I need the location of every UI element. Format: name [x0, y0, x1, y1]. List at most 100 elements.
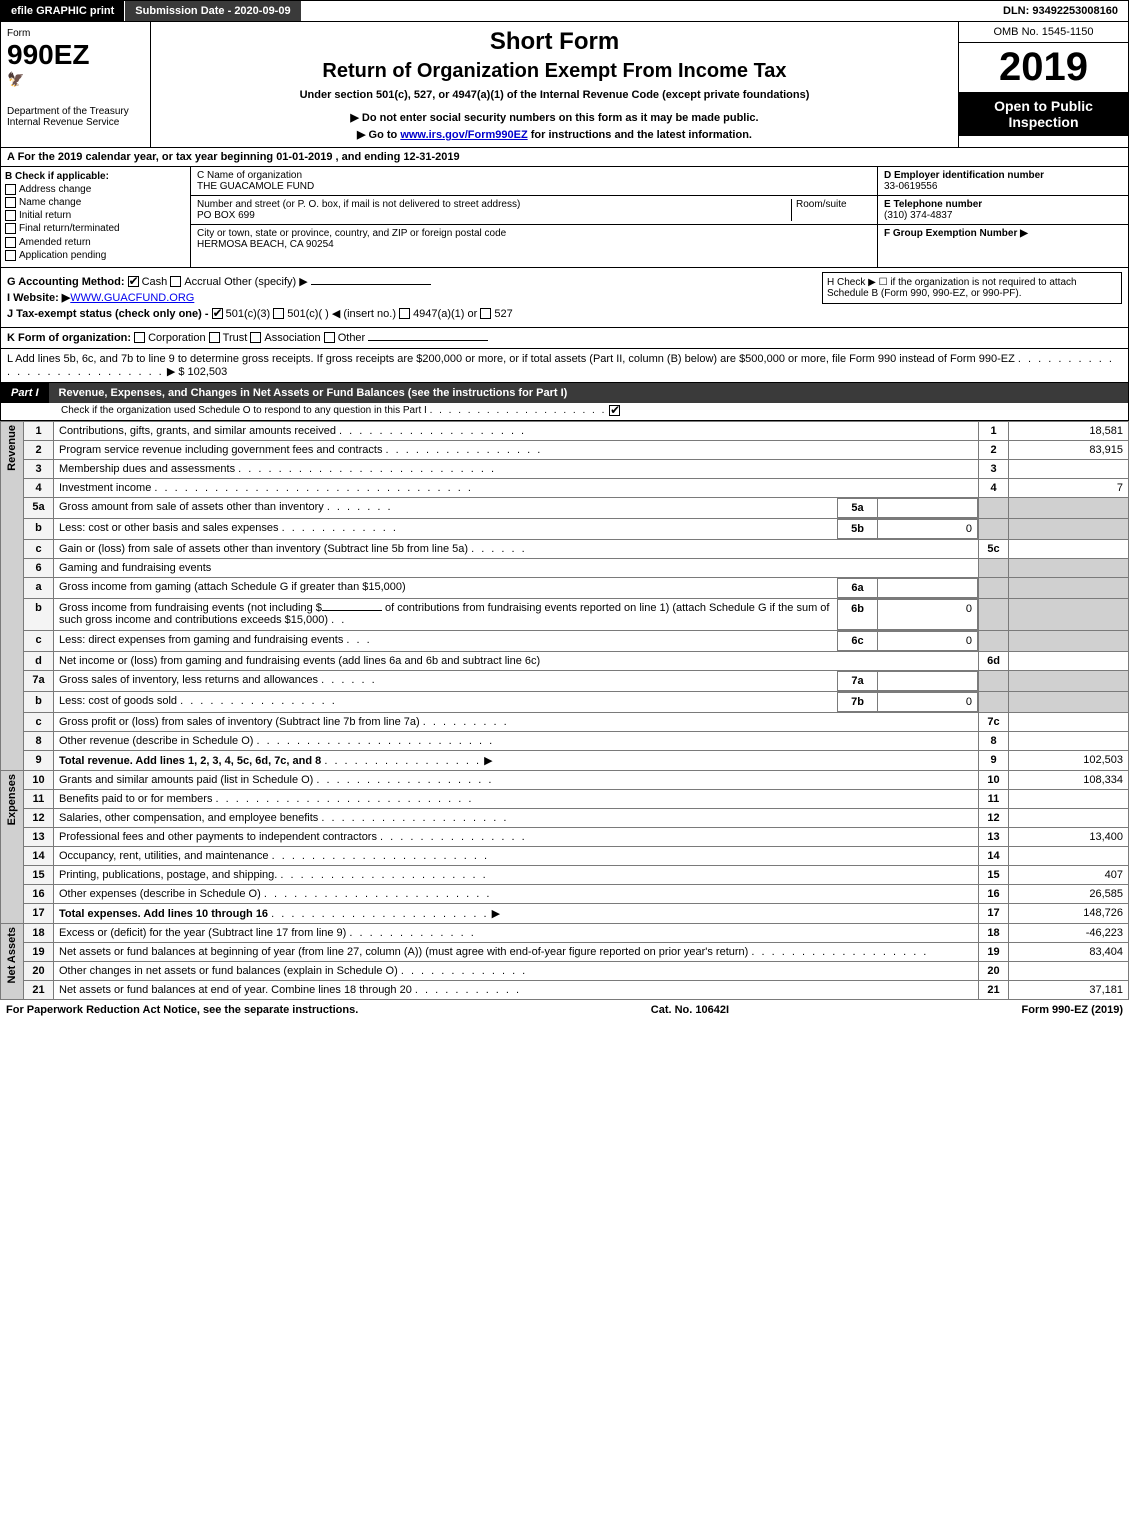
line-15-desc: Printing, publications, postage, and shi… — [54, 865, 979, 884]
line-21-desc: Net assets or fund balances at end of ye… — [54, 980, 979, 999]
checkbox-amended-return[interactable]: Amended return — [5, 237, 186, 248]
page-footer: For Paperwork Reduction Act Notice, see … — [0, 1000, 1129, 1020]
do-not-enter-text: ▶ Do not enter social security numbers o… — [157, 111, 952, 124]
b-label: B Check if applicable: — [5, 171, 186, 182]
line-6b-desc: Gross income from fundraising events (no… — [54, 598, 979, 630]
submission-date: Submission Date - 2020-09-09 — [125, 1, 300, 21]
website-link[interactable]: WWW.GUACFUND.ORG — [70, 292, 194, 304]
line-2-amount: 83,915 — [1009, 440, 1129, 459]
revenue-side-label: Revenue — [6, 425, 18, 471]
checkbox-501c3[interactable] — [212, 308, 223, 319]
open-to-public: Open to Public Inspection — [959, 92, 1128, 136]
checkbox-other[interactable] — [324, 332, 335, 343]
line-3-amount — [1009, 459, 1129, 478]
line-6a-desc: Gross income from gaming (attach Schedul… — [54, 577, 979, 598]
line-4-desc: Investment income . . . . . . . . . . . … — [54, 478, 979, 497]
line-19-desc: Net assets or fund balances at beginning… — [54, 942, 979, 961]
line-10-desc: Grants and similar amounts paid (list in… — [54, 770, 979, 789]
checkbox-association[interactable] — [250, 332, 261, 343]
column-c: C Name of organization THE GUACAMOLE FUN… — [191, 167, 878, 267]
line-5a-desc: Gross amount from sale of assets other t… — [54, 497, 979, 518]
row-l: L Add lines 5b, 6c, and 7b to line 9 to … — [0, 349, 1129, 383]
checkbox-final-return[interactable]: Final return/terminated — [5, 223, 186, 234]
line-11-desc: Benefits paid to or for members . . . . … — [54, 789, 979, 808]
goto-text: ▶ Go to www.irs.gov/Form990EZ for instru… — [157, 128, 952, 141]
goto-suffix: for instructions and the latest informat… — [528, 129, 752, 141]
efile-button[interactable]: efile GRAPHIC print — [1, 1, 125, 21]
street-value: PO Box 699 — [197, 210, 791, 221]
line-5c-desc: Gain or (loss) from sale of assets other… — [54, 539, 979, 558]
checkbox-trust[interactable] — [209, 332, 220, 343]
line-3-desc: Membership dues and assessments . . . . … — [54, 459, 979, 478]
expenses-side-label: Expenses — [6, 774, 18, 825]
phone-value: (310) 374-4837 — [884, 210, 1122, 221]
row-a-tax-year: A For the 2019 calendar year, or tax yea… — [0, 148, 1129, 167]
row-k: K Form of organization: Corporation Trus… — [0, 328, 1129, 349]
form-header: Form 990EZ 🦅 Department of the Treasury … — [0, 22, 1129, 148]
c-street-label: Number and street (or P. O. box, if mail… — [197, 199, 791, 210]
column-b: B Check if applicable: Address change Na… — [1, 167, 191, 267]
line-16-amount: 26,585 — [1009, 884, 1129, 903]
department-label: Department of the Treasury — [7, 106, 144, 117]
line-14-desc: Occupancy, rent, utilities, and maintena… — [54, 846, 979, 865]
omb-number: OMB No. 1545-1150 — [959, 22, 1128, 43]
city-value: HERMOSA BEACH, CA 90254 — [197, 239, 871, 250]
line-2-desc: Program service revenue including govern… — [54, 440, 979, 459]
part-1-title: Revenue, Expenses, and Changes in Net As… — [49, 383, 1128, 403]
h-check-box: H Check ▶ ☐ if the organization is not r… — [822, 272, 1122, 304]
checkbox-name-change[interactable]: Name change — [5, 197, 186, 208]
line-16-desc: Other expenses (describe in Schedule O) … — [54, 884, 979, 903]
lines-table: Revenue 1 Contributions, gifts, grants, … — [0, 421, 1129, 1000]
e-phone-label: E Telephone number — [884, 199, 1122, 210]
checkbox-accrual[interactable] — [170, 276, 181, 287]
checkbox-application-pending[interactable]: Application pending — [5, 250, 186, 261]
checkbox-4947[interactable] — [399, 308, 410, 319]
f-group-label: F Group Exemption Number ▶ — [884, 228, 1122, 239]
line-17-amount: 148,726 — [1009, 903, 1129, 923]
tax-year: 2019 — [959, 43, 1128, 92]
checkbox-initial-return[interactable]: Initial return — [5, 210, 186, 221]
c-name-label: C Name of organization — [197, 170, 871, 181]
line-7c-amount — [1009, 712, 1129, 731]
line-13-desc: Professional fees and other payments to … — [54, 827, 979, 846]
line-5b-desc: Less: cost or other basis and sales expe… — [54, 518, 979, 539]
top-bar: efile GRAPHIC print Submission Date - 20… — [0, 0, 1129, 22]
line-20-desc: Other changes in net assets or fund bala… — [54, 961, 979, 980]
org-name: THE GUACAMOLE FUND — [197, 181, 871, 192]
line-13-amount: 13,400 — [1009, 827, 1129, 846]
line-5c-amount — [1009, 539, 1129, 558]
line-18-amount: -46,223 — [1009, 923, 1129, 942]
line-9-desc: Total revenue. Add lines 1, 2, 3, 4, 5c,… — [54, 750, 979, 770]
section-ghij: G Accounting Method: Cash Accrual Other … — [0, 268, 1129, 328]
line-19-amount: 83,404 — [1009, 942, 1129, 961]
line-10-amount: 108,334 — [1009, 770, 1129, 789]
checkbox-527[interactable] — [480, 308, 491, 319]
line-12-desc: Salaries, other compensation, and employ… — [54, 808, 979, 827]
line-6c-desc: Less: direct expenses from gaming and fu… — [54, 630, 979, 651]
line-8-desc: Other revenue (describe in Schedule O) .… — [54, 731, 979, 750]
return-title: Return of Organization Exempt From Incom… — [157, 60, 952, 83]
column-def: D Employer identification number 33-0619… — [878, 167, 1128, 267]
j-tax-exempt: J Tax-exempt status (check only one) - 5… — [7, 307, 1122, 320]
checkbox-address-change[interactable]: Address change — [5, 184, 186, 195]
part-1-label: Part I — [1, 383, 49, 403]
room-suite-label: Room/suite — [796, 199, 871, 210]
c-city-label: City or town, state or province, country… — [197, 228, 871, 239]
line-6d-desc: Net income or (loss) from gaming and fun… — [54, 651, 979, 670]
d-ein-label: D Employer identification number — [884, 170, 1122, 181]
form-label: Form — [7, 28, 144, 39]
checkbox-cash[interactable] — [128, 276, 139, 287]
line-6-desc: Gaming and fundraising events — [54, 558, 979, 577]
checkbox-schedule-o[interactable] — [609, 405, 620, 416]
checkbox-501c[interactable] — [273, 308, 284, 319]
goto-link[interactable]: www.irs.gov/Form990EZ — [400, 129, 527, 141]
footer-right: Form 990-EZ (2019) — [1022, 1004, 1123, 1016]
line-4-amount: 7 — [1009, 478, 1129, 497]
short-form-title: Short Form — [157, 28, 952, 56]
line-7a-desc: Gross sales of inventory, less returns a… — [54, 670, 979, 691]
line-9-amount: 102,503 — [1009, 750, 1129, 770]
line-1-num: 1 — [24, 421, 54, 440]
under-section-text: Under section 501(c), 527, or 4947(a)(1)… — [157, 89, 952, 101]
line-7b-desc: Less: cost of goods sold . . . . . . . .… — [54, 691, 979, 712]
checkbox-corporation[interactable] — [134, 332, 145, 343]
